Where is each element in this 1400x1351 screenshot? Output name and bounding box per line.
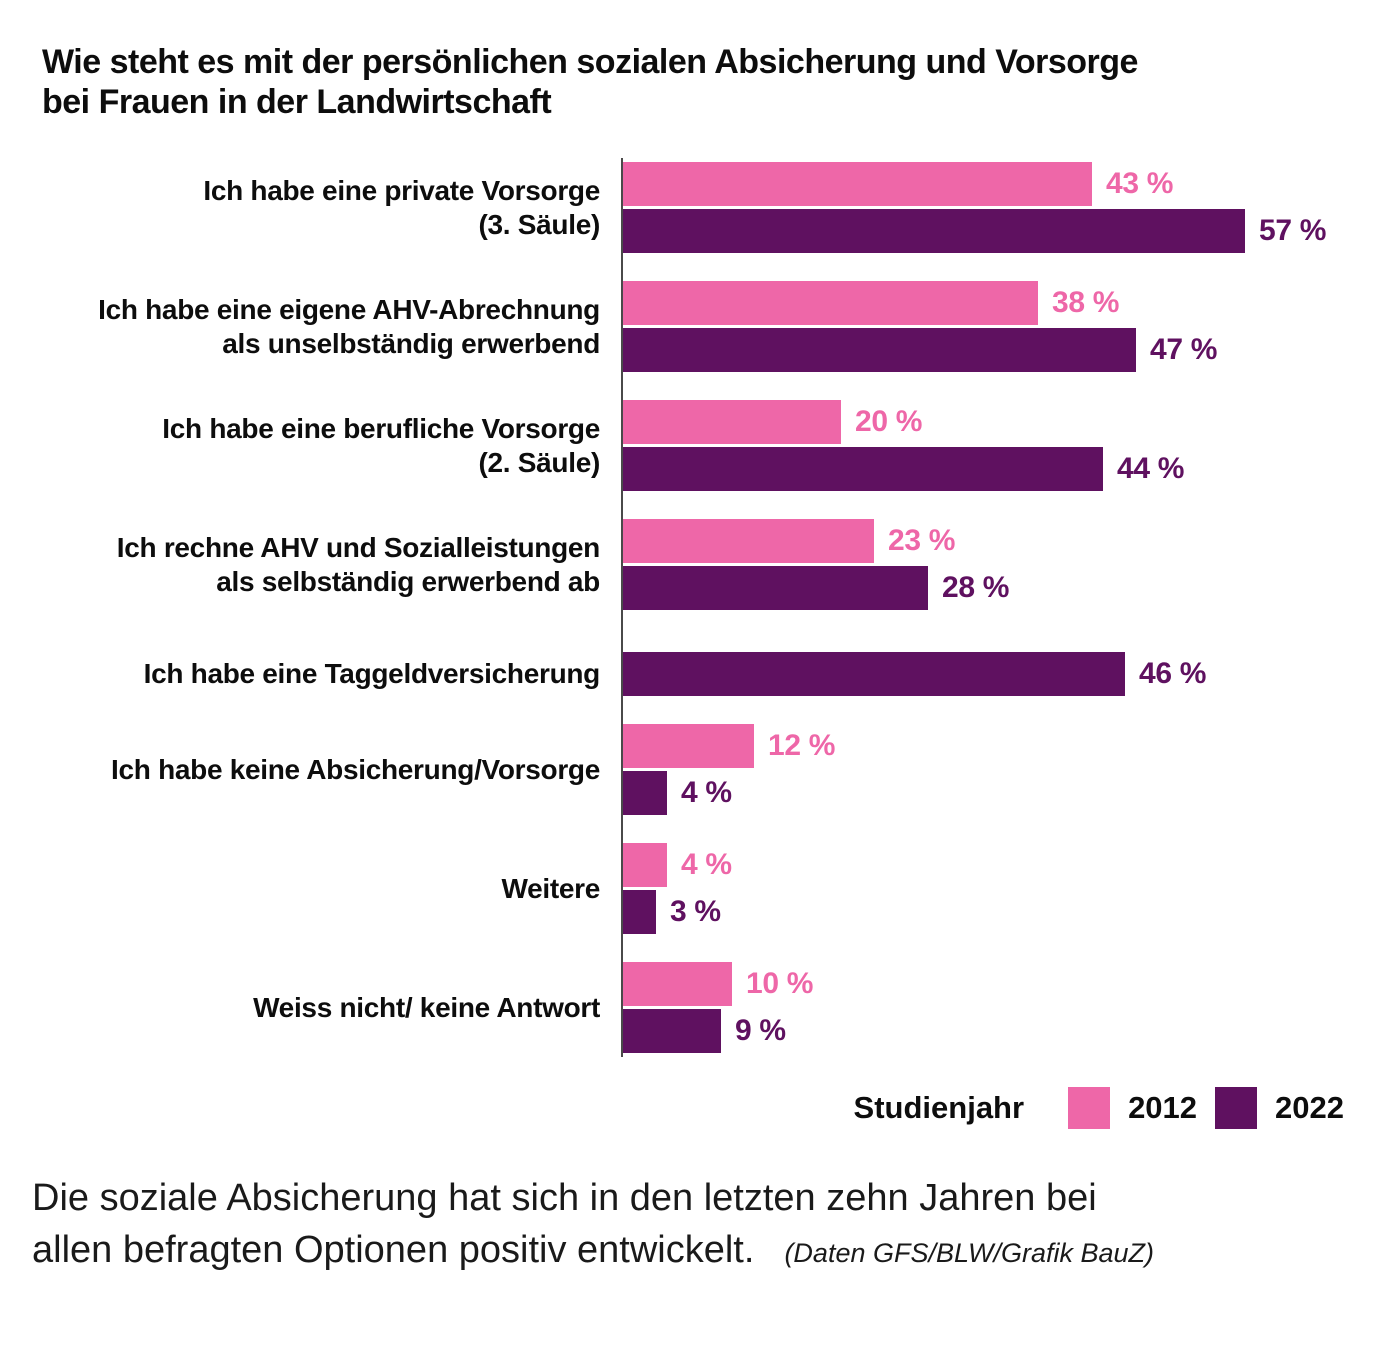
bar-2012 <box>623 724 754 769</box>
category-label: Ich habe eine eigene AHV-Abrechnung als … <box>98 293 600 359</box>
value-label: 23 % <box>888 524 956 558</box>
category-label: Ich habe eine private Vorsorge (3. Säule… <box>203 174 600 240</box>
chart-row: Ich habe eine Taggeldversicherung 46 % <box>0 652 1400 697</box>
bar-group: 46 % <box>623 652 1400 697</box>
legend-label-2022: 2022 <box>1275 1090 1344 1126</box>
bar-2022 <box>623 652 1125 697</box>
value-label: 46 % <box>1139 657 1207 691</box>
footer: Die soziale Absicherung hat sich in den … <box>32 1173 1370 1276</box>
value-label: 3 % <box>670 895 721 929</box>
bar-2012 <box>623 962 732 1007</box>
value-label: 28 % <box>942 571 1010 605</box>
bar-line: 47 % <box>623 328 1400 373</box>
bar-2022 <box>623 890 656 935</box>
bar-group: 23 % 28 % <box>623 519 1400 611</box>
bar-2012 <box>623 843 667 888</box>
value-label: 47 % <box>1150 333 1218 367</box>
bar-line: 57 % <box>623 209 1400 254</box>
value-label: 43 % <box>1106 167 1174 201</box>
value-label: 10 % <box>746 967 814 1001</box>
chart-row: Ich habe eine private Vorsorge (3. Säule… <box>0 162 1400 254</box>
bar-group: 4 % 3 % <box>623 843 1400 935</box>
bar-group: 20 % 44 % <box>623 400 1400 492</box>
bar-chart: Ich habe eine private Vorsorge (3. Säule… <box>0 158 1400 1058</box>
value-label: 4 % <box>681 848 732 882</box>
chart-row: Ich rechne AHV und Sozialleistungen als … <box>0 519 1400 611</box>
bar-line: 12 % <box>623 724 1400 769</box>
bar-2022 <box>623 328 1136 373</box>
legend-swatch-2012 <box>1068 1087 1111 1130</box>
bar-line: 20 % <box>623 400 1400 445</box>
value-label: 4 % <box>681 776 732 810</box>
footer-source: (Daten GFS/BLW/Grafik BauZ) <box>784 1237 1155 1268</box>
category-label: Ich habe eine berufliche Vorsorge (2. Sä… <box>162 412 600 478</box>
bar-group: 12 % 4 % <box>623 724 1400 816</box>
bar-line: 3 % <box>623 890 1400 935</box>
category-label: Ich habe keine Absicherung/Vorsorge <box>111 753 600 785</box>
bar-line: 23 % <box>623 519 1400 564</box>
bar-2022 <box>623 209 1245 254</box>
bar-line: 46 % <box>623 652 1400 697</box>
bar-line: 10 % <box>623 962 1400 1007</box>
legend: Studienjahr 2012 2022 <box>0 1087 1344 1130</box>
bar-2022 <box>623 566 928 611</box>
footer-text: Die soziale Absicherung hat sich in den … <box>32 1177 1097 1271</box>
bar-line: 4 % <box>623 843 1400 888</box>
legend-label-2012: 2012 <box>1128 1090 1198 1126</box>
bar-line: 43 % <box>623 162 1400 207</box>
bar-line: 28 % <box>623 566 1400 611</box>
chart-title: Wie steht es mit der persönlichen sozial… <box>42 43 1138 122</box>
bar-2012 <box>623 162 1092 207</box>
bar-line: 38 % <box>623 281 1400 326</box>
legend-title: Studienjahr <box>853 1090 1025 1126</box>
bar-2022 <box>623 447 1103 492</box>
bar-2022 <box>623 1009 721 1054</box>
bar-2012 <box>623 400 841 445</box>
chart-row: Ich habe eine berufliche Vorsorge (2. Sä… <box>0 400 1400 492</box>
value-label: 9 % <box>735 1014 786 1048</box>
bar-line: 9 % <box>623 1009 1400 1054</box>
chart-row: Ich habe eine eigene AHV-Abrechnung als … <box>0 281 1400 373</box>
category-label: Weitere <box>501 872 600 904</box>
category-label: Ich habe eine Taggeldversicherung <box>143 658 601 690</box>
bar-group: 43 % 57 % <box>623 162 1400 254</box>
value-label: 38 % <box>1052 286 1120 320</box>
value-label: 44 % <box>1117 452 1185 486</box>
value-label: 20 % <box>855 405 923 439</box>
bar-group: 10 % 9 % <box>623 962 1400 1054</box>
bar-group: 38 % 47 % <box>623 281 1400 373</box>
bar-line: 44 % <box>623 447 1400 492</box>
value-label: 57 % <box>1259 214 1327 248</box>
category-label: Ich rechne AHV und Sozialleistungen als … <box>116 531 601 597</box>
chart-row: Weitere 4 % 3 % <box>0 843 1400 935</box>
chart-rows: Ich habe eine private Vorsorge (3. Säule… <box>0 162 1400 1054</box>
value-label: 12 % <box>768 729 836 763</box>
bar-2012 <box>623 519 874 564</box>
bar-2022 <box>623 771 667 816</box>
bar-line: 4 % <box>623 771 1400 816</box>
legend-swatch-2022 <box>1215 1087 1258 1130</box>
category-label: Weiss nicht/ keine Antwort <box>253 991 600 1023</box>
chart-row: Ich habe keine Absicherung/Vorsorge 12 % 4… <box>0 724 1400 816</box>
chart-row: Weiss nicht/ keine Antwort 10 % 9 % <box>0 962 1400 1054</box>
axis-line <box>621 158 623 1058</box>
bar-2012 <box>623 281 1038 326</box>
